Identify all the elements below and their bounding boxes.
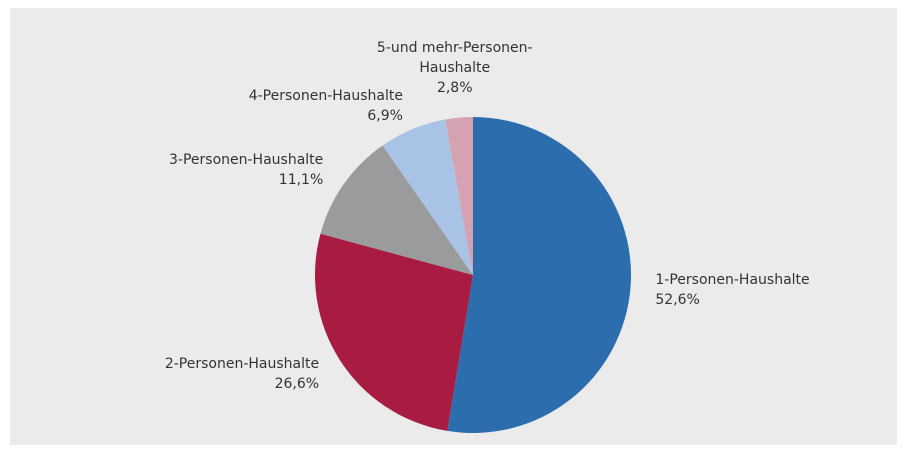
slice-label: 1-Personen-Haushalte 52,6% [655,272,809,308]
slice-label: 3-Personen-Haushalte 11,1% [169,152,323,188]
value-label: 52,6% [655,292,699,308]
slice-label: 4-Personen-Haushalte 6,9% [249,88,403,124]
value-label: 2,8% [437,80,473,96]
value-label: 11,1% [279,172,323,188]
value-label: 26,6% [275,376,319,392]
pie-slice [315,233,473,431]
category-label: 5-und mehr-Personen-Haushalte [377,40,533,76]
category-label: 3-Personen-Haushalte [169,152,323,168]
pie-slice [382,119,473,275]
value-label: 6,9% [367,108,403,124]
category-label: 2-Personen-Haushalte [165,356,319,372]
category-label: 4-Personen-Haushalte [249,88,403,104]
slice-label: 2-Personen-Haushalte 26,6% [165,356,319,392]
category-label: 1-Personen-Haushalte [655,272,809,288]
pie-slice [320,145,473,275]
pie-slice [447,117,631,434]
pie-slice [445,117,473,275]
slice-label: 5-und mehr-Personen-Haushalte 2,8% [377,40,533,96]
